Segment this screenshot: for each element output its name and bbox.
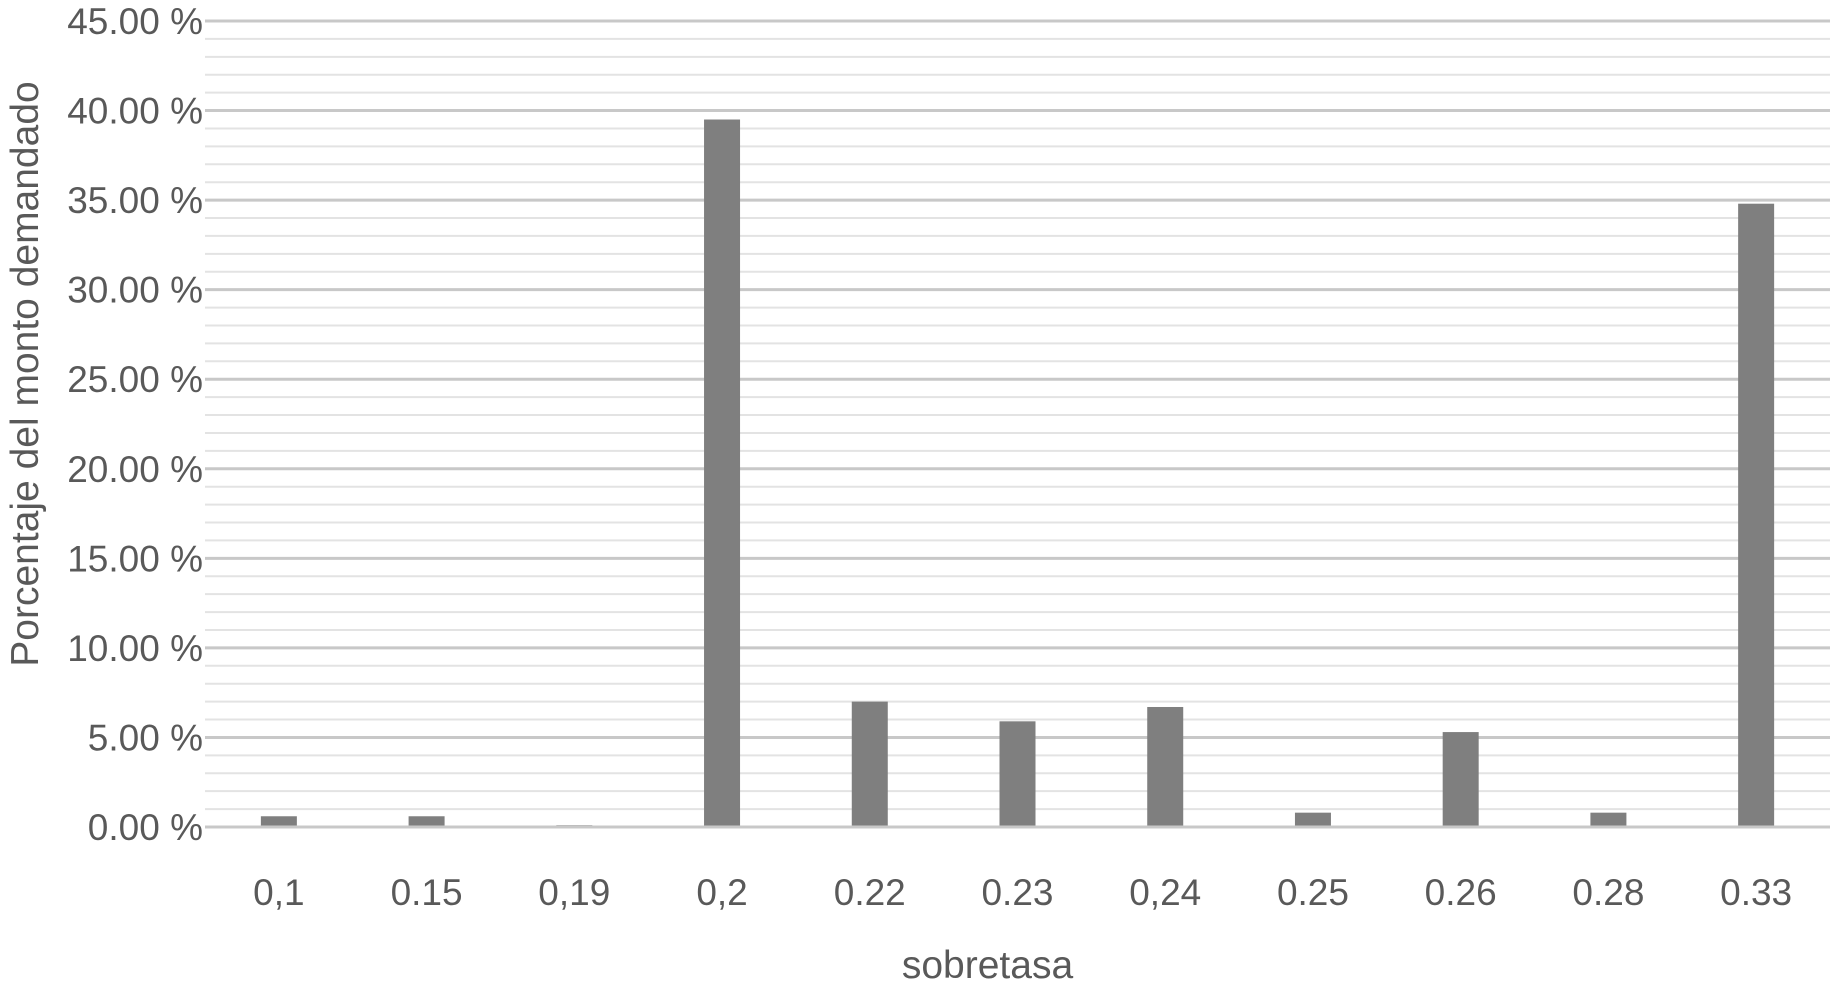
bar bbox=[704, 119, 741, 827]
x-axis-tick-labels: 0,1 0.15 0,19 0,2 0.22 0.23 0,24 0.25 0.26 0.28 0.… bbox=[253, 872, 1792, 913]
bar bbox=[1590, 812, 1627, 827]
x-tick-label: 0.28 bbox=[1572, 872, 1644, 913]
y-axis-title: Porcentaje del monto demandado bbox=[4, 81, 47, 666]
y-tick-label: 35.00 % bbox=[67, 180, 203, 221]
y-tick-label: 15.00 % bbox=[67, 538, 203, 579]
bar bbox=[851, 701, 888, 827]
y-axis-tick-labels: 0.00 % 5.00 % 10.00 % 15.00 % 20.00 % 25.00 %… bbox=[67, 1, 203, 848]
bar bbox=[1147, 706, 1184, 827]
y-tick-label: 0.00 % bbox=[88, 807, 203, 848]
x-tick-label: 0.23 bbox=[981, 872, 1053, 913]
bar bbox=[408, 816, 445, 827]
x-tick-label: 0,1 bbox=[253, 872, 304, 913]
y-tick-label: 45.00 % bbox=[67, 1, 203, 42]
y-tick-label: 40.00 % bbox=[67, 91, 203, 132]
x-tick-label: 0,19 bbox=[538, 872, 610, 913]
y-tick-label: 30.00 % bbox=[67, 270, 203, 311]
bar bbox=[1294, 812, 1331, 827]
x-axis-title: sobretasa bbox=[902, 944, 1074, 985]
bar bbox=[1738, 203, 1775, 827]
minor-gridlines bbox=[205, 37, 1830, 811]
x-tick-label: 0.15 bbox=[391, 872, 463, 913]
bar bbox=[260, 816, 297, 827]
bar-series bbox=[260, 119, 1775, 827]
bar bbox=[1442, 732, 1479, 827]
y-tick-label: 5.00 % bbox=[88, 717, 203, 758]
x-tick-label: 0.33 bbox=[1720, 872, 1792, 913]
x-tick-label: 0.26 bbox=[1425, 872, 1497, 913]
bar bbox=[999, 721, 1036, 827]
x-tick-label: 0,24 bbox=[1129, 872, 1201, 913]
x-tick-label: 0.22 bbox=[834, 872, 906, 913]
x-tick-label: 0,2 bbox=[696, 872, 747, 913]
y-tick-label: 20.00 % bbox=[67, 449, 203, 490]
x-tick-label: 0.25 bbox=[1277, 872, 1349, 913]
y-tick-label: 10.00 % bbox=[67, 628, 203, 669]
y-tick-label: 25.00 % bbox=[67, 359, 203, 400]
